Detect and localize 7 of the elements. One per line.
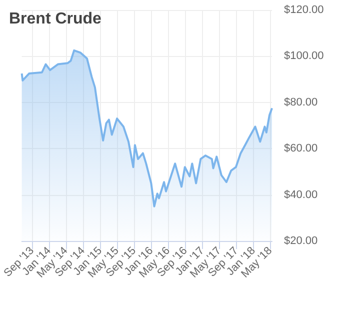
y-tick-label: $80.00 — [284, 96, 318, 108]
y-tick-label: $40.00 — [284, 188, 318, 201]
y-tick-label: $20.00 — [284, 235, 318, 247]
chart-title: Brent Crude — [9, 10, 102, 28]
y-tick-label: $120.00 — [284, 4, 324, 16]
y-tick-label: $60.00 — [284, 142, 318, 155]
y-tick-label: $100.00 — [284, 50, 324, 62]
